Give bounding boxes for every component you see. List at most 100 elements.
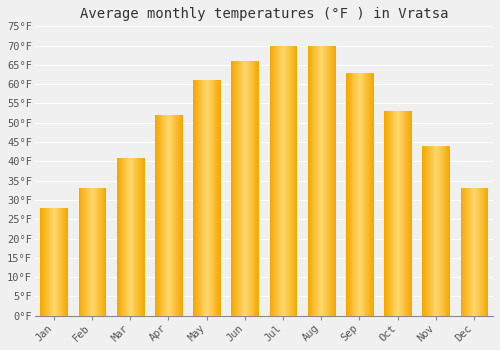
Bar (252, 61, 254, 316)
Bar (468, 188, 469, 316)
Bar (466, 188, 467, 316)
Bar (476, 188, 477, 316)
Bar (408, 111, 409, 316)
Bar (219, 80, 220, 316)
Bar (275, 46, 276, 316)
Bar (474, 188, 476, 316)
Bar (88, 188, 89, 316)
Bar (387, 111, 388, 316)
Bar (287, 46, 288, 316)
Bar (162, 115, 164, 316)
Bar (439, 146, 440, 316)
Bar (92, 188, 94, 316)
Bar (424, 146, 425, 316)
Bar (329, 46, 330, 316)
Bar (134, 158, 136, 316)
Bar (371, 72, 372, 316)
Bar (332, 46, 334, 316)
Bar (388, 111, 389, 316)
Bar (168, 115, 169, 316)
Bar (98, 188, 99, 316)
Bar (242, 61, 244, 316)
Bar (206, 80, 207, 316)
Bar (282, 46, 284, 316)
Bar (389, 111, 390, 316)
Bar (58, 208, 59, 316)
Bar (128, 158, 129, 316)
Bar (47, 208, 48, 316)
Bar (422, 146, 424, 316)
Bar (354, 72, 356, 316)
Bar (60, 208, 61, 316)
Bar (80, 188, 82, 316)
Bar (460, 188, 462, 316)
Bar (462, 188, 464, 316)
Bar (125, 158, 126, 316)
Bar (209, 80, 210, 316)
Bar (129, 158, 130, 316)
Bar (194, 80, 195, 316)
Bar (448, 146, 449, 316)
Bar (480, 188, 481, 316)
Bar (40, 208, 42, 316)
Bar (400, 111, 401, 316)
Bar (193, 80, 194, 316)
Bar (367, 72, 368, 316)
Bar (369, 72, 370, 316)
Bar (430, 146, 431, 316)
Bar (132, 158, 134, 316)
Bar (398, 111, 399, 316)
Bar (316, 46, 317, 316)
Bar (318, 46, 319, 316)
Bar (120, 158, 122, 316)
Bar (327, 46, 328, 316)
Bar (390, 111, 392, 316)
Bar (172, 115, 174, 316)
Bar (402, 111, 404, 316)
Bar (46, 208, 47, 316)
Bar (202, 80, 203, 316)
Bar (352, 72, 354, 316)
Bar (176, 115, 177, 316)
Bar (239, 61, 240, 316)
Bar (322, 46, 324, 316)
Bar (392, 111, 394, 316)
Bar (139, 158, 140, 316)
Bar (118, 158, 120, 316)
Bar (289, 46, 290, 316)
Bar (429, 146, 430, 316)
Bar (406, 111, 408, 316)
Bar (138, 158, 139, 316)
Bar (238, 61, 239, 316)
Bar (428, 146, 429, 316)
Bar (399, 111, 400, 316)
Bar (278, 46, 279, 316)
Bar (310, 46, 312, 316)
Bar (210, 80, 212, 316)
Bar (170, 115, 172, 316)
Bar (425, 146, 426, 316)
Bar (362, 72, 364, 316)
Bar (357, 72, 358, 316)
Bar (166, 115, 167, 316)
Bar (96, 188, 97, 316)
Bar (174, 115, 176, 316)
Bar (141, 158, 142, 316)
Bar (94, 188, 96, 316)
Bar (277, 46, 278, 316)
Bar (44, 208, 45, 316)
Bar (384, 111, 385, 316)
Bar (48, 208, 49, 316)
Bar (446, 146, 448, 316)
Bar (250, 61, 251, 316)
Bar (347, 72, 348, 316)
Bar (178, 115, 179, 316)
Bar (102, 188, 104, 316)
Bar (59, 208, 60, 316)
Bar (214, 80, 216, 316)
Bar (158, 115, 159, 316)
Bar (330, 46, 331, 316)
Bar (124, 158, 125, 316)
Bar (45, 208, 46, 316)
Bar (372, 72, 374, 316)
